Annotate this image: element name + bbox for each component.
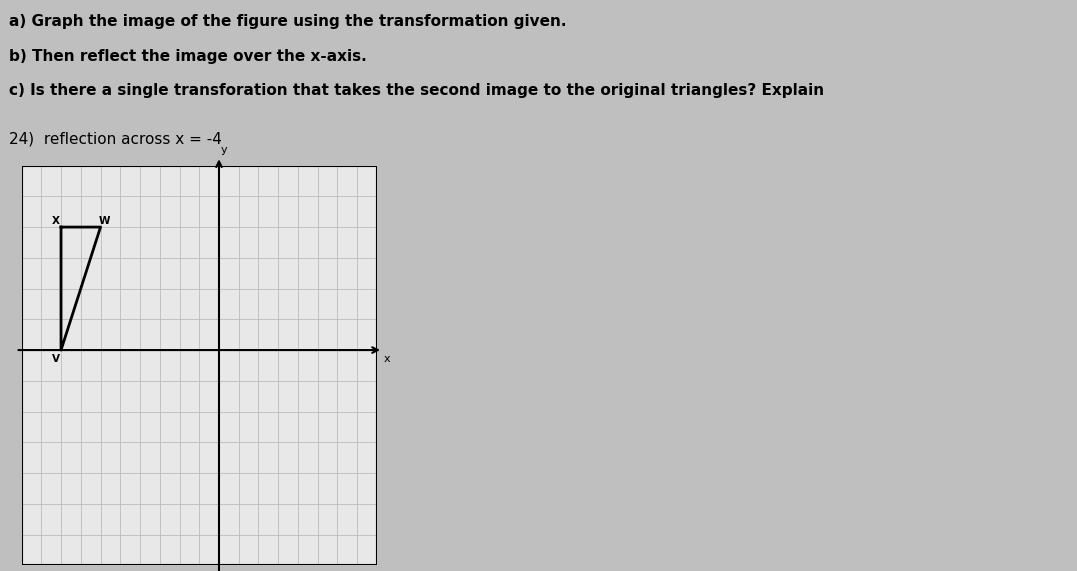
Text: c) Is there a single transforation that takes the second image to the original t: c) Is there a single transforation that … [9,83,824,98]
Text: y: y [221,145,227,155]
Text: b) Then reflect the image over the x-axis.: b) Then reflect the image over the x-axi… [9,49,366,63]
Text: a) Graph the image of the figure using the transformation given.: a) Graph the image of the figure using t… [9,14,567,29]
Text: X: X [52,216,60,226]
Text: W: W [99,216,110,226]
Text: V: V [52,354,60,364]
Text: 24)  reflection across x = -4: 24) reflection across x = -4 [9,131,222,146]
Text: x: x [383,354,390,364]
